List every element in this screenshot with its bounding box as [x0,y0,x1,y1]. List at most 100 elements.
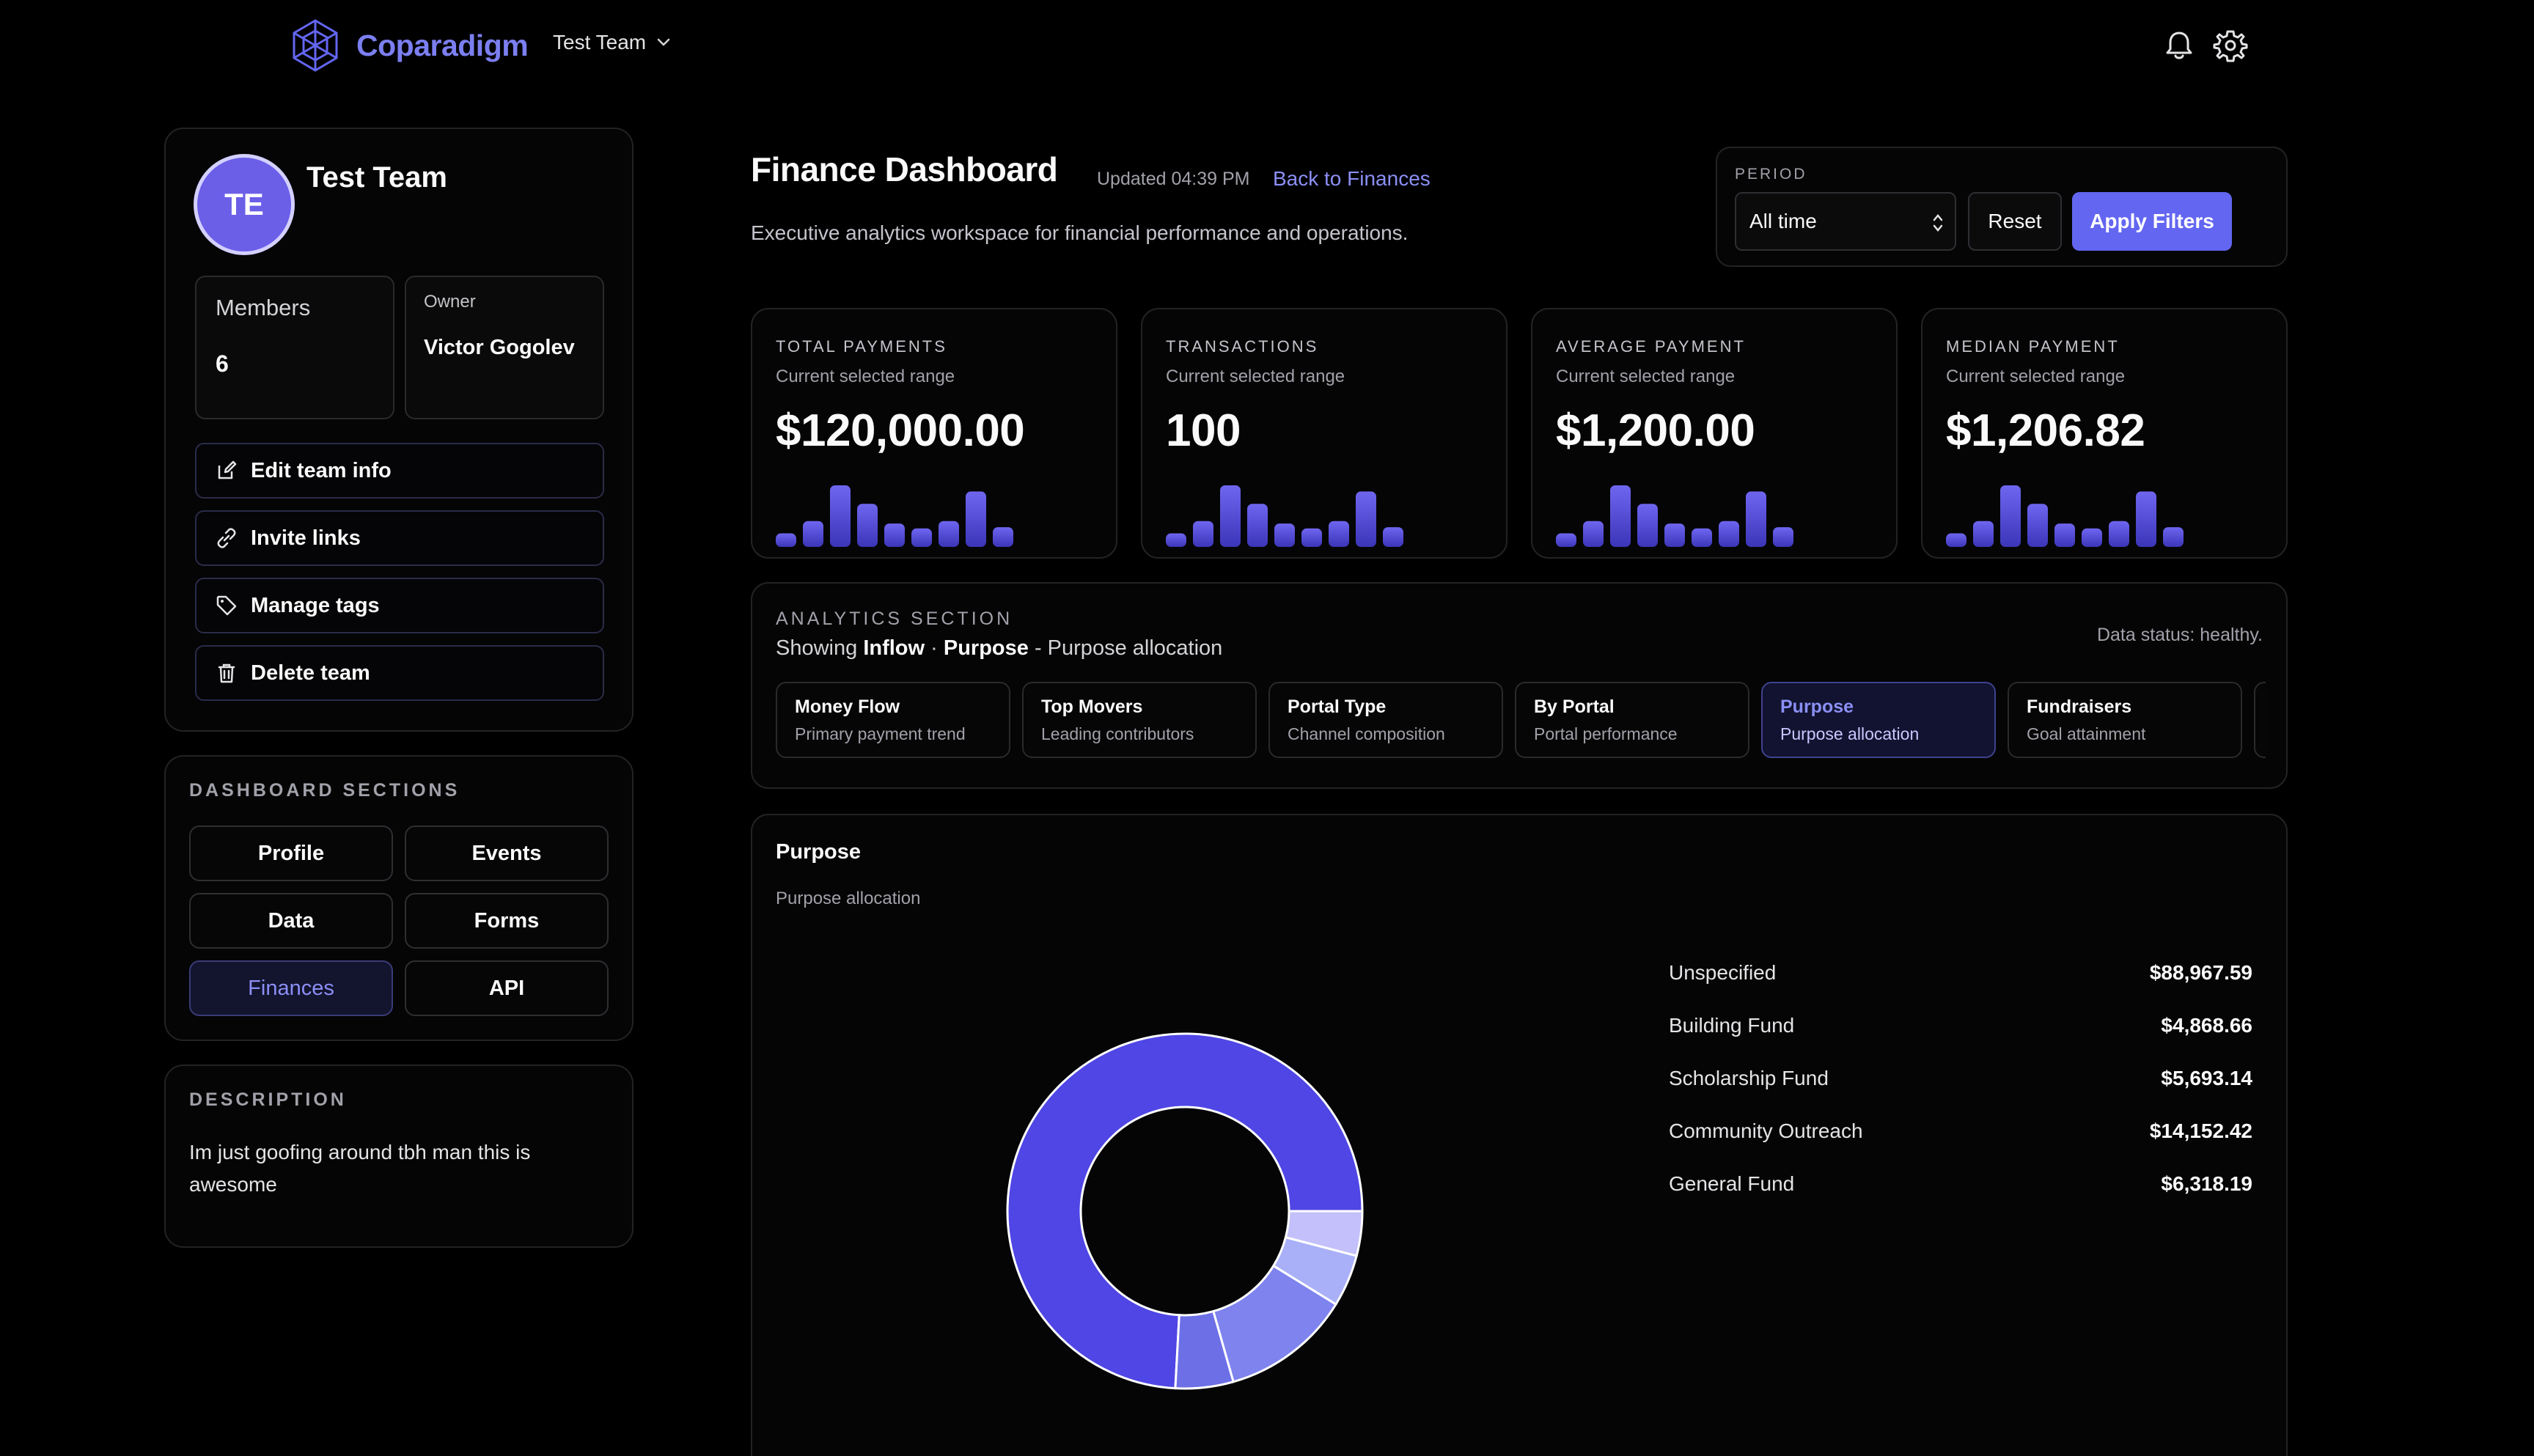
kpi-sparkline [1166,485,1403,547]
kpi-sublabel: Current selected range [1946,367,2126,386]
updated-timestamp: Updated 04:39 PM [1097,169,1250,189]
sparkline-bar [1356,491,1376,547]
kpi-value: 100 [1166,405,1241,456]
data-status: Data status: healthy. [2096,625,2263,645]
chevron-down-icon [657,38,670,46]
sparkline-bar [2054,523,2075,547]
tab-title: Money Flow [795,696,900,717]
tab-subtitle: Leading contributors [1041,724,1194,743]
section-profile-button[interactable]: Profile [189,826,393,881]
sparkline-bar [2136,491,2156,547]
showing-flow: Inflow [863,636,925,660]
owner-stat: Owner Victor Gogolev [405,276,604,419]
kpi-sublabel: Current selected range [776,367,955,386]
legend-label: Unspecified [1669,961,1777,984]
section-data-button[interactable]: Data [189,893,393,949]
sparkline-bar [1193,521,1213,547]
manage-tags-button[interactable]: Manage tags [195,578,604,633]
kpi-sublabel: Current selected range [1556,367,1736,386]
sparkline-bar [1773,527,1793,547]
legend-label: General Fund [1669,1172,1795,1195]
members-label: Members [216,295,311,320]
kpi-card-transactions: TRANSACTIONS Current selected range 100 [1141,308,1507,559]
legend-row-building-fund: Building Fund $4,868.66 [1669,1007,2252,1044]
period-label: PERIOD [1735,166,1807,183]
owner-label: Owner [424,292,476,312]
showing-view: Purpose [943,636,1029,660]
sparkline-bar [2027,504,2048,547]
analytics-section-card: ANALYTICS SECTION Showing Inflow · Purpo… [751,582,2288,789]
team-switcher[interactable]: Test Team [553,31,671,54]
team-card: TE Test Team Members 6 Owner Victor Gogo… [164,128,634,732]
tab-subtitle: Portal performance [1534,724,1678,743]
legend-label: Building Fund [1669,1014,1795,1037]
period-filter-card: PERIOD All time Reset Apply Filters [1716,147,2288,267]
brand-name: Coparadigm [356,28,529,62]
tab-top-movers[interactable]: Top Movers Leading contributors [1022,682,1257,758]
dashboard-sections-card: DASHBOARD SECTIONS Profile Events Data F… [164,755,634,1041]
sparkline-bar [803,521,823,547]
chart-title: Purpose [776,840,862,864]
section-finances-button[interactable]: Finances [189,960,393,1016]
sparkline-bar [1746,491,1766,547]
donut-slice-unspecified[interactable] [1006,1032,1364,1390]
sparkline-bar [1692,528,1712,547]
top-bar: Coparadigm Test Team [0,0,2534,91]
brand-logo-icon [293,19,338,72]
sparkline-bar [1556,533,1576,547]
dashboard-sections-heading: DASHBOARD SECTIONS [189,780,460,801]
tab-title: By Portal [1534,696,1615,717]
legend-value: $5,693.14 [2161,1067,2252,1089]
delete-team-button[interactable]: Delete team [195,645,604,701]
trash-icon [218,663,235,683]
period-select[interactable]: All time [1735,192,1956,251]
tab-money-flow[interactable]: Money Flow Primary payment trend [776,682,1010,758]
bell-icon[interactable] [2162,28,2197,63]
team-switcher-label: Test Team [553,31,647,54]
tab-by-portal[interactable]: By Portal Portal performance [1515,682,1749,758]
legend-value: $6,318.19 [2161,1172,2252,1195]
invite-links-button[interactable]: Invite links [195,510,604,566]
legend-row-community-outreach: Community Outreach $14,152.42 [1669,1113,2252,1150]
sparkline-bar [1946,533,1966,547]
section-forms-button[interactable]: Forms [405,893,609,949]
tab-overflow[interactable] [2254,682,2266,758]
apply-filters-button[interactable]: Apply Filters [2072,192,2232,251]
period-select-value: All time [1749,210,1817,232]
purpose-chart-card: Purpose Purpose allocation Unspecified $… [751,814,2288,1456]
reset-button[interactable]: Reset [1968,192,2062,251]
invite-links-label: Invite links [251,526,361,550]
delete-team-label: Delete team [251,661,370,685]
sparkline-bar [1664,523,1685,547]
members-stat: Members 6 [195,276,394,419]
tag-icon [216,595,237,616]
donut-slice-general-fund[interactable] [1174,1309,1235,1390]
kpi-value: $1,200.00 [1556,405,1755,456]
tab-fundraisers[interactable]: Fundraisers Goal attainment [2008,682,2242,758]
tab-title: Fundraisers [2027,696,2132,717]
kpi-value: $1,206.82 [1946,405,2145,456]
sparkline-bar [1383,527,1403,547]
legend-row-scholarship-fund: Scholarship Fund $5,693.14 [1669,1060,2252,1097]
purpose-donut-chart [1006,1032,1364,1390]
sparkline-bar [2082,528,2102,547]
kpi-label: TOTAL PAYMENTS [776,337,947,356]
tab-subtitle: Primary payment trend [795,724,966,743]
edit-team-info-button[interactable]: Edit team info [195,443,604,499]
tab-portal-type[interactable]: Portal Type Channel composition [1268,682,1503,758]
tab-purpose[interactable]: Purpose Purpose allocation [1761,682,1996,758]
tab-subtitle: Channel composition [1288,724,1445,743]
section-events-button[interactable]: Events [405,826,609,881]
sparkline-bar [966,491,986,547]
back-to-finances-link[interactable]: Back to Finances [1273,167,1431,190]
kpi-card-average-payment: AVERAGE PAYMENT Current selected range $… [1531,308,1898,559]
description-heading: DESCRIPTION [189,1089,347,1110]
analytics-section-label: ANALYTICS SECTION [776,608,1013,629]
brand[interactable]: Coparadigm [286,16,529,75]
gear-icon[interactable] [2213,28,2248,63]
showing-suffix: - Purpose allocation [1034,636,1223,660]
sparkline-bar [2109,521,2129,547]
section-api-button[interactable]: API [405,960,609,1016]
sparkline-bar [1719,521,1739,547]
